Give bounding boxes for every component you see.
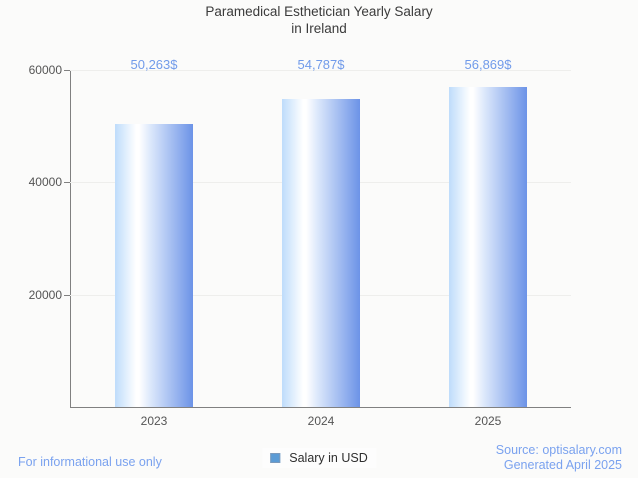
y-tick-mark-20000 [64, 295, 70, 296]
bar-2024[interactable] [282, 99, 360, 407]
legend-item-label: Salary in USD [289, 451, 368, 465]
value-label-2025: 56,869$ [464, 57, 512, 72]
footer-source: Source: optisalary.com Generated April 2… [496, 443, 622, 473]
chart-legend[interactable]: Salary in USD [262, 448, 376, 468]
y-tick-mark-60000 [64, 70, 70, 71]
y-axis-labels: 60000 40000 20000 [0, 0, 62, 478]
legend-color-swatch-icon [270, 453, 281, 463]
plot-area [70, 70, 571, 407]
value-label-2023: 50,263$ [130, 57, 178, 72]
y-tick-label-40000: 40000 [28, 175, 62, 189]
x-tick-label-2024: 2024 [307, 414, 335, 428]
footer-source-line1: Source: optisalary.com [495, 443, 622, 457]
y-tick-label-20000: 20000 [28, 288, 62, 302]
gridline-60000 [70, 70, 571, 71]
x-axis-line [70, 407, 571, 408]
x-tick-label-2025: 2025 [474, 414, 502, 428]
bar-2023[interactable] [115, 124, 193, 407]
footer-disclaimer: For informational use only [18, 455, 162, 469]
bar-2025[interactable] [449, 87, 527, 407]
y-axis-line [70, 70, 71, 408]
footer-generated-date: Generated April 2025 [503, 458, 622, 472]
value-label-2024: 54,787$ [297, 57, 345, 72]
x-tick-label-2023: 2023 [140, 414, 168, 428]
y-tick-label-60000: 60000 [28, 63, 62, 77]
y-tick-mark-40000 [64, 182, 70, 183]
chart-title: Paramedical Esthetician Yearly Salary in… [205, 4, 433, 36]
